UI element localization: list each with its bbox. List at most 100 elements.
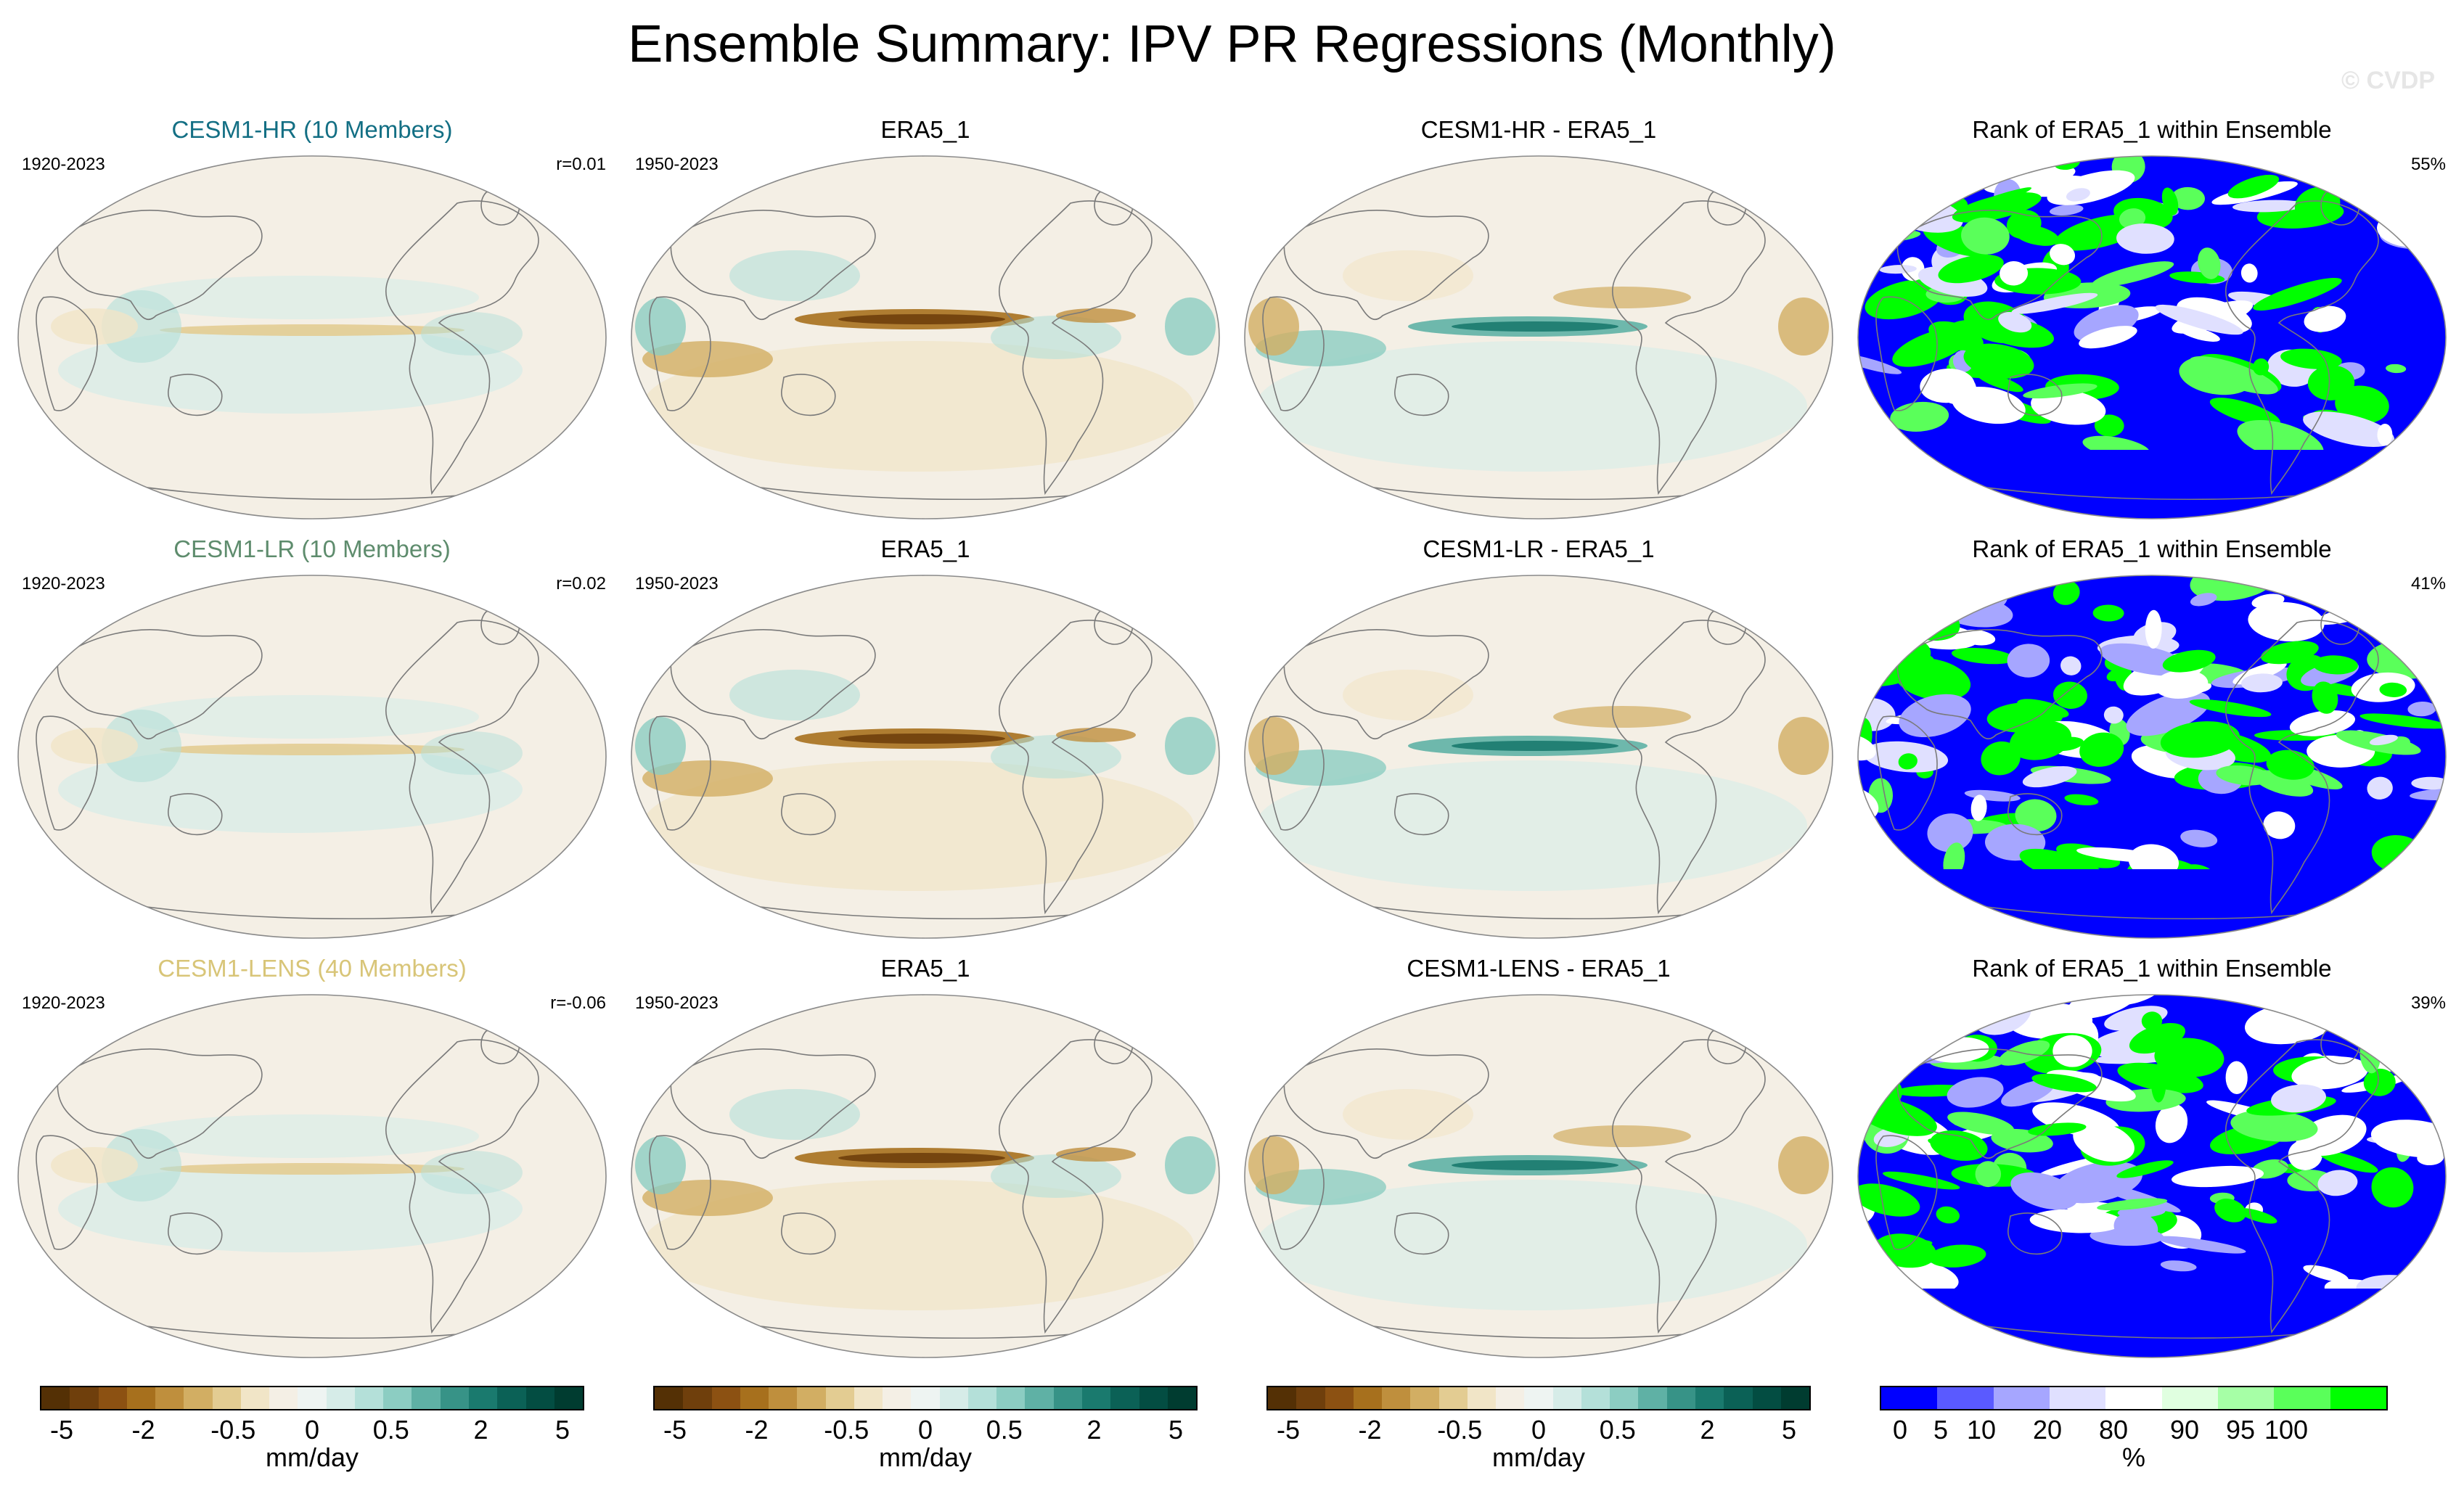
colorbar-swatch xyxy=(184,1387,213,1409)
colorbar-tick-label: -5 xyxy=(49,1415,74,1445)
diff-panel-row3: CESM1-LENS - ERA5_1 xyxy=(1241,955,1836,1361)
obs-map xyxy=(631,994,1220,1358)
colorbar-swatch xyxy=(967,1387,997,1409)
colorbar-swatch xyxy=(1610,1387,1639,1409)
colorbar-tick-label: 2 xyxy=(1700,1415,1715,1445)
colorbar-swatch xyxy=(1081,1387,1111,1409)
colorbar-swatch xyxy=(2105,1387,2162,1409)
pattern-correlation-label: r=-0.06 xyxy=(550,993,606,1013)
model-panel-title: CESM1-LENS (40 Members) xyxy=(157,955,467,982)
obs-panel-row1: ERA5_1 1950-2023 xyxy=(628,116,1223,522)
colorbar-swatch xyxy=(883,1387,912,1409)
rank-panel-row2: Rank of ERA5_1 within Ensemble 41% xyxy=(1854,535,2449,942)
model-panel-row2: CESM1-LR (10 Members) 1920-2023 r=0.02 xyxy=(15,535,610,942)
colorbar-swatch xyxy=(354,1387,384,1409)
colorbar-tick-label: -5 xyxy=(663,1415,687,1445)
colorbar-swatch xyxy=(769,1387,798,1409)
rank-percent-label: 41% xyxy=(2410,574,2446,593)
rank-map xyxy=(1857,575,2447,939)
colorbar-swatch xyxy=(1881,1387,1938,1409)
colorbar-swatch xyxy=(1325,1387,1354,1409)
colorbar-swatch xyxy=(1382,1387,1411,1409)
colorbar-swatch xyxy=(412,1387,441,1409)
colorbar-tick-label: -0.5 xyxy=(824,1415,869,1445)
colorbar-tick-label: 0 xyxy=(1892,1415,1908,1445)
colorbar-swatch xyxy=(1053,1387,1082,1409)
colorbar-swatch xyxy=(655,1387,684,1409)
pattern-correlation-label: r=0.02 xyxy=(556,574,606,593)
colorbar-tick-label: 5 xyxy=(1168,1415,1184,1445)
obs-map xyxy=(631,575,1220,939)
colorbar-swatch xyxy=(212,1387,241,1409)
model-panel-row3: CESM1-LENS (40 Members) 1920-2023 r=-0.06 xyxy=(15,955,610,1361)
colorbar-tick-label: 95 xyxy=(2225,1415,2256,1445)
colorbar-swatch xyxy=(326,1387,355,1409)
colorbar-swatch xyxy=(1752,1387,1781,1409)
diff-panel-title: CESM1-HR - ERA5_1 xyxy=(1420,116,1657,143)
colorbar-swatch xyxy=(1296,1387,1325,1409)
colorbar-tick-label: -0.5 xyxy=(210,1415,256,1445)
diff-map xyxy=(1244,994,1833,1358)
diff-panel-row2: CESM1-LR - ERA5_1 xyxy=(1241,535,1836,942)
colorbar-tick-label: 100 xyxy=(2264,1415,2309,1445)
colorbar-tick-label: 0.5 xyxy=(986,1415,1023,1445)
diff-panel-row1: CESM1-HR - ERA5_1 xyxy=(1241,116,1836,522)
colorbar-swatch xyxy=(1638,1387,1667,1409)
colorbar-swatch xyxy=(1524,1387,1553,1409)
colorbar-swatch xyxy=(740,1387,769,1409)
colorbar-swatch xyxy=(1993,1387,2050,1409)
period-label: 1950-2023 xyxy=(635,155,719,174)
rank-map xyxy=(1857,994,2447,1358)
colorbar-swatches xyxy=(1266,1386,1811,1410)
colorbar-swatch xyxy=(683,1387,712,1409)
diff-panel-title: CESM1-LENS - ERA5_1 xyxy=(1407,955,1671,982)
colorbar-tick-label: 20 xyxy=(2032,1415,2063,1445)
colorbar-swatch xyxy=(525,1387,554,1409)
model-map xyxy=(17,155,607,519)
rank-percent-label: 55% xyxy=(2410,155,2446,174)
colorbar-swatch xyxy=(1167,1387,1197,1409)
colorbar-tick-label: 10 xyxy=(1966,1415,1997,1445)
colorbar-tick-label: -2 xyxy=(1358,1415,1382,1445)
period-label: 1920-2023 xyxy=(22,993,105,1013)
colorbar-tick-label: 90 xyxy=(2169,1415,2200,1445)
colorbar-swatch xyxy=(497,1387,526,1409)
colorbar-swatch xyxy=(2330,1387,2386,1409)
colorbar-swatches xyxy=(40,1386,584,1410)
colorbar-swatches xyxy=(653,1386,1198,1410)
colorbar-swatch xyxy=(1268,1387,1297,1409)
period-label: 1920-2023 xyxy=(22,574,105,593)
colorbar-swatch xyxy=(911,1387,940,1409)
rank-panel-row3: Rank of ERA5_1 within Ensemble 39% xyxy=(1854,955,2449,1361)
colorbar-swatch xyxy=(1110,1387,1139,1409)
colorbar-swatch xyxy=(2274,1387,2330,1409)
colorbar-units: mm/day xyxy=(265,1442,359,1472)
obs-map xyxy=(631,155,1220,519)
colorbar-swatch xyxy=(711,1387,740,1409)
colorbar-swatch xyxy=(1496,1387,1525,1409)
colorbar-swatch xyxy=(1353,1387,1383,1409)
colorbar-swatch xyxy=(70,1387,99,1409)
rank-panel-row1: Rank of ERA5_1 within Ensemble 55% xyxy=(1854,116,2449,522)
colorbar-swatch xyxy=(468,1387,498,1409)
diff-map xyxy=(1244,155,1833,519)
colorbar-tick-label: 2 xyxy=(1086,1415,1102,1445)
precip-colorbar: -5 -2 -0.5 0 0.5 2 5 mm/day xyxy=(1266,1386,1818,1480)
rank-map xyxy=(1857,155,2447,519)
colorbar-swatch xyxy=(1780,1387,1810,1409)
rank-colorbar: 0 5 10 20 80 90 95 100% xyxy=(1880,1386,2431,1480)
colorbar-swatch xyxy=(1410,1387,1439,1409)
colorbar-swatch xyxy=(996,1387,1026,1409)
colorbar-swatch xyxy=(1724,1387,1753,1409)
colorbar-tick-label: 0 xyxy=(1531,1415,1547,1445)
obs-panel-title: ERA5_1 xyxy=(880,116,970,143)
colorbar-tick-label: 2 xyxy=(473,1415,488,1445)
precip-colorbar: -5 -2 -0.5 0 0.5 2 5 mm/day xyxy=(40,1386,592,1480)
model-panel-title: CESM1-HR (10 Members) xyxy=(171,116,453,143)
colorbar-swatch xyxy=(383,1387,412,1409)
colorbar-swatch xyxy=(854,1387,883,1409)
colorbar-swatch xyxy=(1937,1387,1994,1409)
rank-panel-title: Rank of ERA5_1 within Ensemble xyxy=(1972,535,2332,562)
rank-percent-label: 39% xyxy=(2410,993,2446,1013)
colorbar-tick-label: -2 xyxy=(131,1415,155,1445)
